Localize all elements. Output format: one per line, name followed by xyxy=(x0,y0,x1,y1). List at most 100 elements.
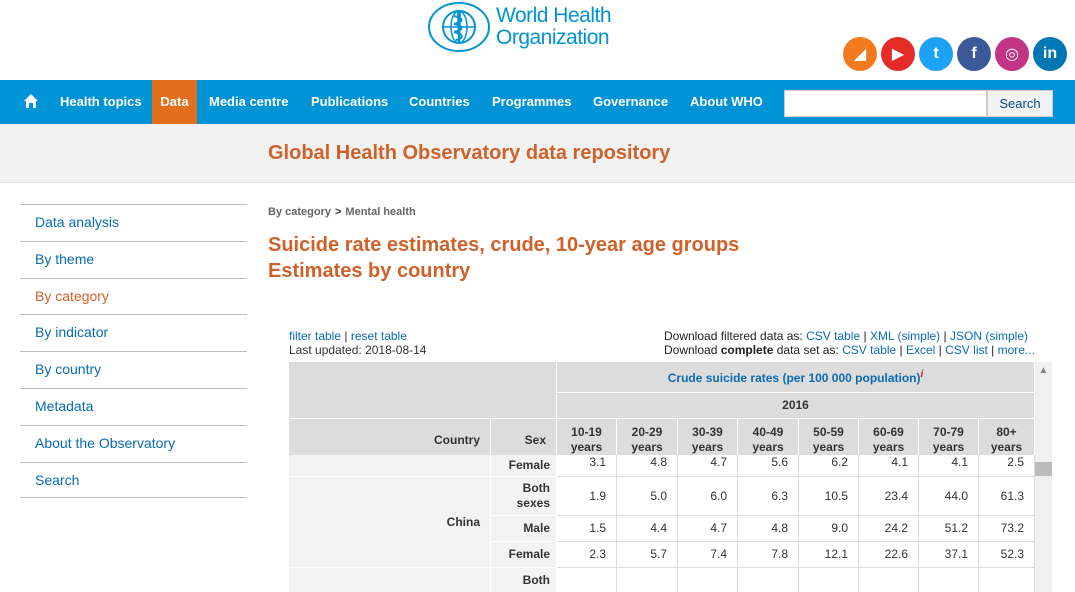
logo-text: World Health Organization xyxy=(496,5,612,49)
nav-countries[interactable]: Countries xyxy=(409,94,470,109)
country-cell-china-text: China xyxy=(446,514,480,529)
value-cell: 6.3 xyxy=(738,477,799,516)
download-complete-csv-list[interactable]: CSV list xyxy=(945,343,988,357)
age-column-header: 40-49 years xyxy=(738,419,799,462)
value-cell: 24.2 xyxy=(859,516,919,542)
download-complete-more[interactable]: more... xyxy=(997,343,1035,357)
value-cell: 7.8 xyxy=(738,542,799,568)
who-logo[interactable]: World Health Organization xyxy=(428,2,612,52)
value-cell: 44.0 xyxy=(919,477,979,516)
value-cell-text: 37.1 xyxy=(944,547,968,561)
value-cell-text: 4.1 xyxy=(891,455,908,469)
link-separator: | xyxy=(938,343,942,357)
value-cell-text: 73.2 xyxy=(1000,521,1024,535)
youtube-icon[interactable]: ▶ xyxy=(881,37,915,71)
twitter-icon[interactable]: t xyxy=(919,37,953,71)
sex-cell: Female xyxy=(491,542,557,568)
value-cell: 37.1 xyxy=(919,542,979,568)
download-filtered-json[interactable]: JSON (simple) xyxy=(949,329,1028,343)
sidebar-item-search[interactable]: Search xyxy=(20,461,247,499)
link-separator: | xyxy=(344,329,348,343)
download-complete-csv-table[interactable]: CSV table xyxy=(842,343,897,357)
sex-cell-text: sexes xyxy=(516,496,550,510)
header-empty-cell xyxy=(289,362,557,419)
download-filtered-csv[interactable]: CSV table xyxy=(806,329,861,343)
nav-media-centre[interactable]: Media centre xyxy=(209,94,289,109)
sidebar-item-by-country[interactable]: By country xyxy=(20,351,247,388)
sidebar-item-data-analysis[interactable]: Data analysis xyxy=(20,204,247,241)
nav-governance[interactable]: Governance xyxy=(593,94,669,109)
age-column-header-text: years xyxy=(872,440,905,454)
value-cell: 4.4 xyxy=(617,516,678,542)
group-header-label[interactable]: Crude suicide rates (per 100 000 populat… xyxy=(667,371,921,385)
value-cell-text: 5.6 xyxy=(771,455,788,469)
value-cell-text: 4.8 xyxy=(650,455,667,469)
filter-table-link[interactable]: filter table xyxy=(289,329,342,343)
sex-cell: Both sexes xyxy=(491,477,557,516)
sidebar-item-by-indicator[interactable]: By indicator xyxy=(20,314,247,351)
download-complete-post: data set as: xyxy=(776,343,839,357)
download-complete-bold: complete xyxy=(720,343,774,357)
nav-about-who[interactable]: About WHO xyxy=(690,94,763,109)
page-title: Suicide rate estimates, crude, 10-year a… xyxy=(268,232,739,284)
site-search-input[interactable] xyxy=(784,90,987,117)
value-cell-text: 12.1 xyxy=(824,547,848,561)
instagram-icon[interactable]: ◎ xyxy=(995,37,1029,71)
value-cell: 22.6 xyxy=(859,542,919,568)
download-filtered-xml[interactable]: XML (simple) xyxy=(869,329,941,343)
value-cell: 7.8 xyxy=(678,568,738,592)
sidebar-item-metadata[interactable]: Metadata xyxy=(20,387,247,425)
value-cell: 11.2 xyxy=(617,568,678,592)
nav-programmes[interactable]: Programmes xyxy=(492,94,572,109)
value-cell: 52.3 xyxy=(979,542,1035,568)
breadcrumb-current[interactable]: Mental health xyxy=(345,206,416,218)
reset-table-link[interactable]: reset table xyxy=(350,329,407,343)
value-cell: 7.3 xyxy=(557,568,617,592)
value-cell: 6.0 xyxy=(678,477,738,516)
value-cell-text: 1.9 xyxy=(589,488,606,503)
info-icon[interactable]: i xyxy=(920,369,924,380)
sex-cell-text: Both xyxy=(522,481,550,495)
sex-cell: Both xyxy=(491,568,557,592)
value-cell-text: 52.3 xyxy=(1000,547,1024,561)
scrollbar-thumb[interactable] xyxy=(1035,462,1052,476)
sidebar-item-by-category[interactable]: By category xyxy=(20,277,247,315)
value-cell-text: 5.7 xyxy=(650,547,667,561)
sex-cell-text: Male xyxy=(523,521,550,535)
value-cell-text: 2.5 xyxy=(1007,455,1024,469)
age-column-header-text: years xyxy=(691,440,724,454)
age-column-header-text: 70-79 xyxy=(933,425,964,439)
sidebar-item-about-observatory[interactable]: About the Observatory xyxy=(20,424,247,462)
breadcrumb-root[interactable]: By category xyxy=(268,206,331,218)
value-cell: 10.5 xyxy=(799,477,859,516)
value-cell: 4.8 xyxy=(738,516,799,542)
age-column-header: 80+ years xyxy=(979,419,1035,462)
home-icon[interactable] xyxy=(14,80,48,124)
value-cell: 2.5 xyxy=(979,455,1035,477)
sex-cell: Female xyxy=(491,455,557,477)
age-column-header-text: years xyxy=(812,440,845,454)
scroll-up-arrow-icon[interactable]: ▲ xyxy=(1038,365,1049,376)
download-complete-excel[interactable]: Excel xyxy=(905,343,936,357)
sidebar-item-by-theme[interactable]: By theme xyxy=(20,240,247,278)
rss-icon[interactable]: ◢ xyxy=(843,37,877,71)
nav-publications[interactable]: Publications xyxy=(311,94,389,109)
age-column-header: 30-39 years xyxy=(678,419,738,462)
facebook-icon[interactable]: f xyxy=(957,37,991,71)
year-header: 2016 xyxy=(557,393,1035,419)
nav-data[interactable]: Data xyxy=(152,80,197,124)
data-table[interactable]: Crude suicide rates (per 100 000 populat… xyxy=(289,362,1035,592)
value-cell: 73.2 xyxy=(979,516,1035,542)
site-search-button[interactable]: Search xyxy=(987,90,1053,117)
value-cell-text: 61.3 xyxy=(1000,488,1024,503)
linkedin-icon[interactable]: in xyxy=(1033,37,1067,71)
nav-health-topics[interactable]: Health topics xyxy=(60,94,142,109)
table-scrollbar[interactable] xyxy=(1035,362,1052,592)
value-cell: 23.4 xyxy=(859,477,919,516)
link-separator: | xyxy=(943,329,947,343)
value-cell: 3.1 xyxy=(557,455,617,477)
value-cell-text: 5.0 xyxy=(650,488,667,503)
country-cell xyxy=(289,568,491,592)
site-header: World Health Organization ◢ ▶ t f ◎ in xyxy=(0,0,1075,80)
age-column-header: 20-29 years xyxy=(617,419,678,462)
